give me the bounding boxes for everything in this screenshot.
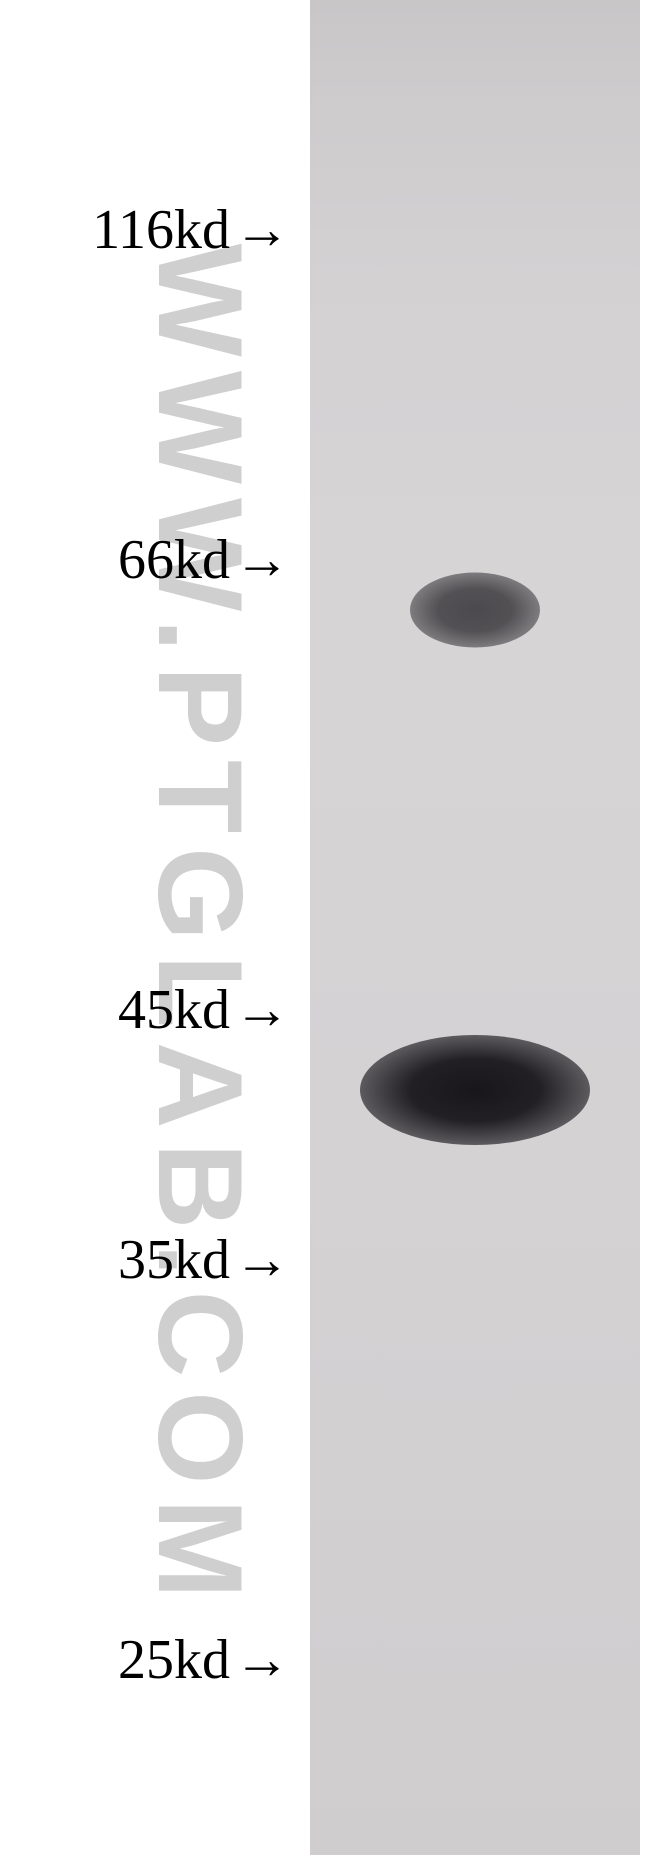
arrow-right-icon: → bbox=[234, 532, 290, 588]
mw-marker-text: 25kd bbox=[118, 1628, 230, 1692]
mw-marker-label: 45kd→ bbox=[118, 978, 290, 1042]
mw-marker-text: 45kd bbox=[118, 978, 230, 1042]
lane-background bbox=[310, 0, 640, 1855]
arrow-right-icon: → bbox=[234, 202, 290, 258]
arrow-right-icon: → bbox=[234, 1632, 290, 1688]
blot-lane bbox=[310, 0, 640, 1855]
mw-marker-text: 66kd bbox=[118, 528, 230, 592]
blot-band bbox=[360, 1035, 590, 1145]
blot-band bbox=[410, 573, 540, 648]
mw-marker-label: 66kd→ bbox=[118, 528, 290, 592]
mw-marker-label: 25kd→ bbox=[118, 1628, 290, 1692]
mw-marker-label: 35kd→ bbox=[118, 1228, 290, 1292]
arrow-right-icon: → bbox=[234, 982, 290, 1038]
arrow-right-icon: → bbox=[234, 1232, 290, 1288]
mw-marker-text: 116kd bbox=[92, 198, 230, 262]
watermark-text: WWW.PTGLAB.COM bbox=[131, 243, 269, 1612]
mw-marker-text: 35kd bbox=[118, 1228, 230, 1292]
mw-marker-label: 116kd→ bbox=[92, 198, 290, 262]
